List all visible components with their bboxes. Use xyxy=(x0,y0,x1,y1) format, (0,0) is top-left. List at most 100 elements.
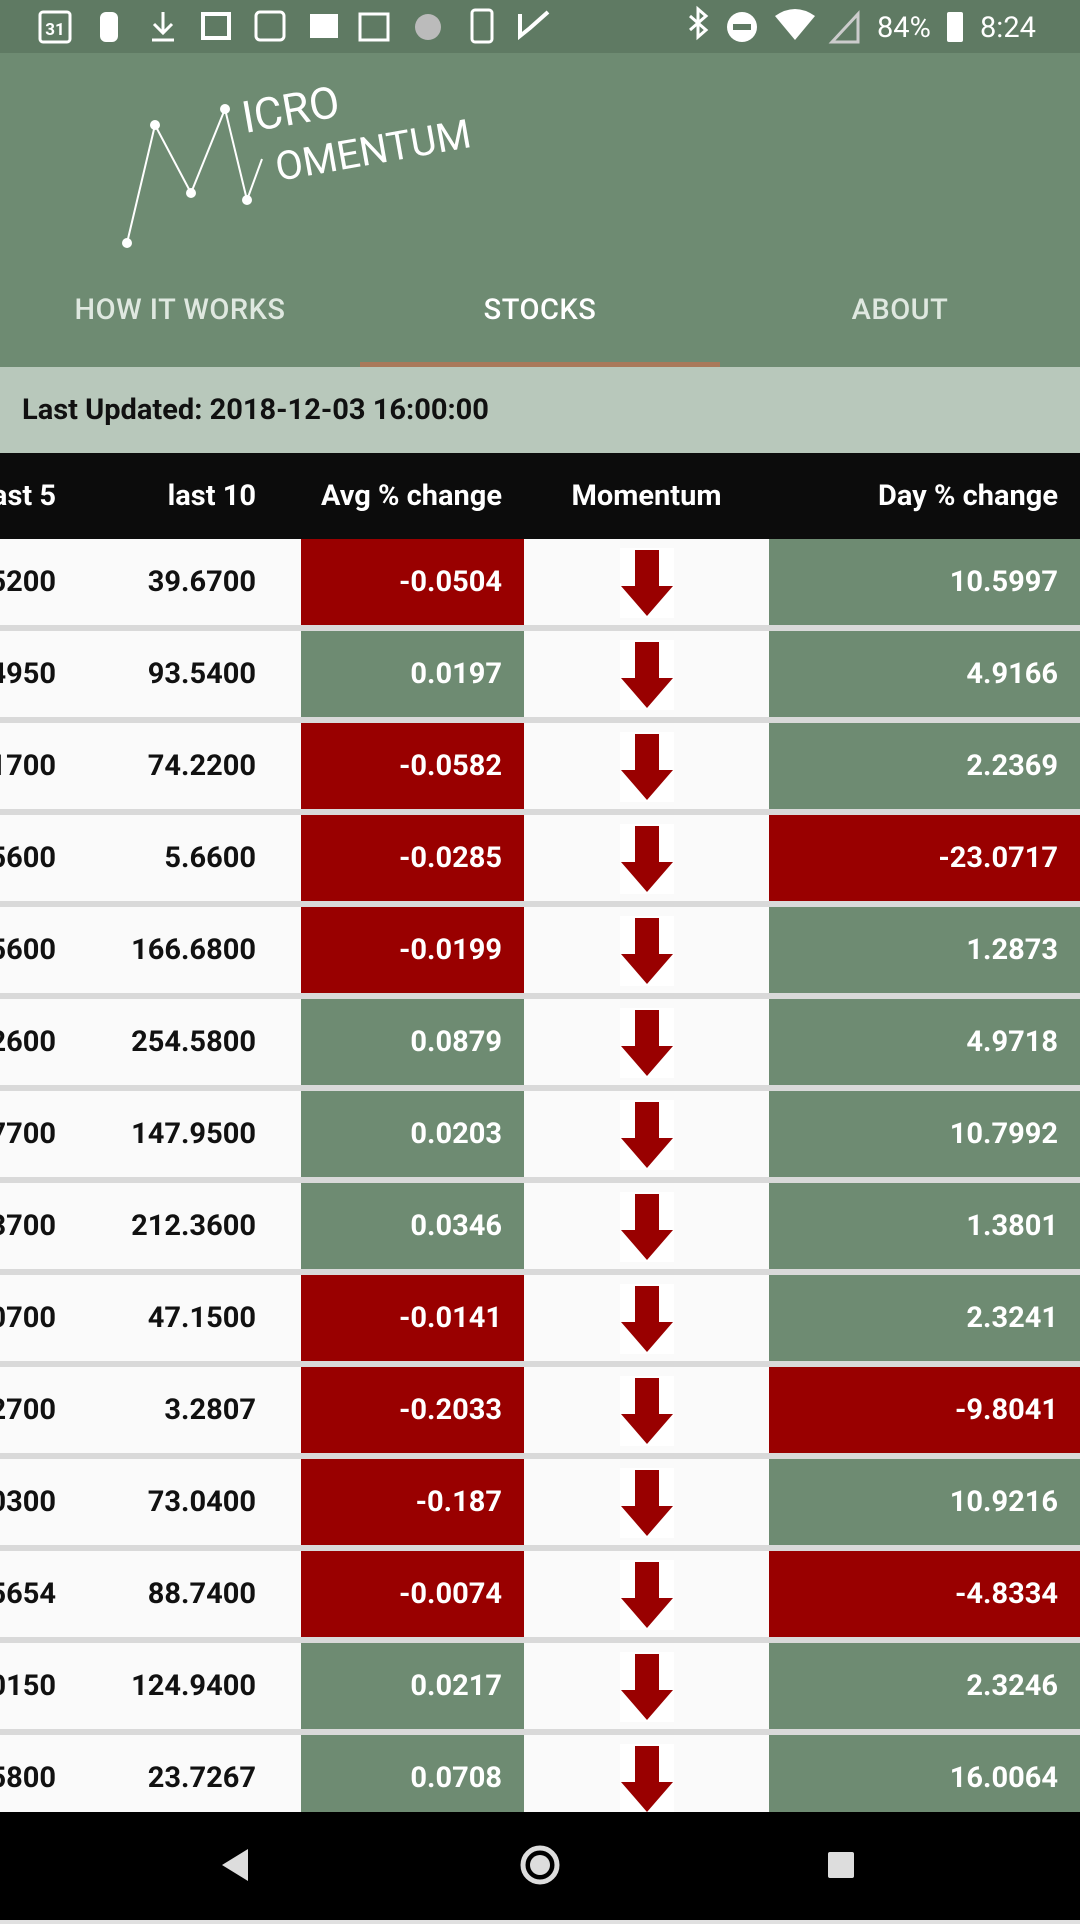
recents-button[interactable] xyxy=(828,1852,854,1878)
change-cell: 10.9216 xyxy=(769,1459,1080,1545)
value-cell: 5600 xyxy=(0,933,56,967)
status-icons: 31 84% 8:24 xyxy=(38,5,1036,45)
value-cell: 47.1500 xyxy=(147,1301,256,1335)
change-cell: 16.0064 xyxy=(769,1735,1080,1812)
change-cell: 0.0203 xyxy=(301,1091,524,1177)
change-cell: 4.9718 xyxy=(769,999,1080,1085)
tab[interactable]: STOCKS xyxy=(483,293,597,327)
change-cell: 2.3241 xyxy=(769,1275,1080,1361)
column-header: ast 5 xyxy=(0,479,56,513)
value-cell: 74.2200 xyxy=(147,749,256,783)
value-cell: 88.7400 xyxy=(147,1577,256,1611)
table-row: 2600 254.5800 0.0879 4.9718 xyxy=(0,999,1080,1085)
change-cell: 2.3246 xyxy=(769,1643,1080,1729)
change-cell: 0.0197 xyxy=(301,631,524,717)
momentum-arrow xyxy=(620,1376,674,1446)
change-cell: -0.0582 xyxy=(301,723,524,809)
value-cell: 147.9500 xyxy=(131,1117,256,1151)
momentum-arrow xyxy=(620,548,674,618)
change-cell: 0.0708 xyxy=(301,1735,524,1812)
momentum-arrow xyxy=(620,916,674,986)
value-cell: 124.9400 xyxy=(131,1669,256,1703)
column-header: Momentum xyxy=(571,479,722,513)
table-row: 5800 23.7267 0.0708 16.0064 xyxy=(0,1735,1080,1812)
value-cell: 39.6700 xyxy=(147,565,256,599)
momentum-arrow xyxy=(620,1560,674,1630)
calendar-day: 31 xyxy=(45,20,65,40)
change-cell: -23.0717 xyxy=(769,815,1080,901)
change-cell: -0.0504 xyxy=(301,539,524,625)
last-updated-bar: Last Updated: 2018-12-03 16:00:00 xyxy=(0,367,1080,453)
value-cell: 5200 xyxy=(0,565,56,599)
change-cell: -0.0074 xyxy=(301,1551,524,1637)
momentum-arrow xyxy=(620,1284,674,1354)
value-cell: 23.7267 xyxy=(147,1761,256,1795)
tab[interactable]: ABOUT xyxy=(851,293,949,327)
value-cell: 4950 xyxy=(0,657,56,691)
clock: 8:24 xyxy=(980,11,1036,45)
table-body: 5200 39.6700 -0.0504 10.5997 4950 93.5400 0.01… xyxy=(0,539,1080,1812)
value-cell: 5654 xyxy=(0,1577,56,1611)
value-cell: 2600 xyxy=(0,1025,56,1059)
change-cell: -0.187 xyxy=(301,1459,524,1545)
table-row: 5200 39.6700 -0.0504 10.5997 xyxy=(0,539,1080,625)
last-updated: Last Updated: 2018-12-03 16:00:00 xyxy=(22,393,489,427)
momentum-arrow xyxy=(620,1468,674,1538)
back-button[interactable] xyxy=(222,1849,248,1881)
table-row: 0300 73.0400 -0.187 10.9216 xyxy=(0,1459,1080,1545)
value-cell: 5.6600 xyxy=(164,841,256,875)
value-cell: 254.5800 xyxy=(131,1025,256,1059)
momentum-arrow xyxy=(620,1652,674,1722)
change-cell: 0.0217 xyxy=(301,1643,524,1729)
nav-icons xyxy=(222,1845,854,1885)
logo: ICRO OMENTUM xyxy=(122,76,475,248)
value-cell: 5600 xyxy=(0,841,56,875)
change-cell: 1.3801 xyxy=(769,1183,1080,1269)
value-cell: 5800 xyxy=(0,1761,56,1795)
table-row: 5600 166.6800 -0.0199 1.2873 xyxy=(0,907,1080,993)
momentum-arrow xyxy=(620,1744,674,1812)
value-cell: 0150 xyxy=(0,1669,56,1703)
status-bar: 31 84% 8:24 xyxy=(0,0,1080,53)
change-cell: -0.0285 xyxy=(301,815,524,901)
value-cell: 0700 xyxy=(0,1301,56,1335)
tab[interactable]: HOW IT WORKS xyxy=(74,293,286,327)
momentum-arrow xyxy=(620,824,674,894)
logo-text: ICRO xyxy=(238,76,344,144)
table-row: 7700 147.9500 0.0203 10.7992 xyxy=(0,1091,1080,1177)
change-cell: -4.8334 xyxy=(769,1551,1080,1637)
change-cell: 1.2873 xyxy=(769,907,1080,993)
change-cell: -0.2033 xyxy=(301,1367,524,1453)
value-cell: 93.5400 xyxy=(147,657,256,691)
value-cell: 7700 xyxy=(0,1117,56,1151)
column-header: Avg % change xyxy=(320,479,502,513)
table-row: 0150 124.9400 0.0217 2.3246 xyxy=(0,1643,1080,1729)
table-row: 5654 88.7400 -0.0074 -4.8334 xyxy=(0,1551,1080,1637)
value-cell: 0300 xyxy=(0,1485,56,1519)
home-button[interactable] xyxy=(520,1845,560,1885)
change-cell: 0.0879 xyxy=(301,999,524,1085)
battery-level: 84% xyxy=(877,11,931,45)
table-header: ast 5 last 10 Avg % change Momentum Day % ch… xyxy=(0,453,1080,539)
nav-bar xyxy=(0,1812,1080,1920)
column-header: last 10 xyxy=(167,479,256,513)
momentum-arrow xyxy=(620,1100,674,1170)
momentum-arrow xyxy=(620,640,674,710)
momentum-arrow xyxy=(620,1008,674,1078)
table-row: 5600 5.6600 -0.0285 -23.0717 xyxy=(0,815,1080,901)
change-cell: 10.5997 xyxy=(769,539,1080,625)
table-row: 3700 212.3600 0.0346 1.3801 xyxy=(0,1183,1080,1269)
value-cell: 166.6800 xyxy=(131,933,256,967)
app-bar: ICRO OMENTUM HOW IT WORKS STOCKS ABOUT xyxy=(0,53,1080,367)
momentum-arrow xyxy=(620,1192,674,1262)
change-cell: -0.0141 xyxy=(301,1275,524,1361)
change-cell: -0.0199 xyxy=(301,907,524,993)
column-header: Day % change xyxy=(878,479,1058,513)
table-row: 4950 93.5400 0.0197 4.9166 xyxy=(0,631,1080,717)
change-cell: 10.7992 xyxy=(769,1091,1080,1177)
value-cell: 212.3600 xyxy=(131,1209,256,1243)
